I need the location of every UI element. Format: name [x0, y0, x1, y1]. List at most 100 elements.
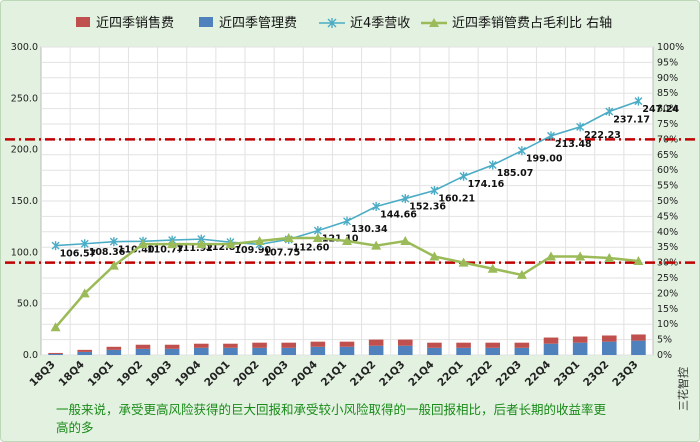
bar-sales-fee — [77, 349, 92, 352]
ratio-point — [167, 239, 178, 249]
left-axis-tick-label: 50.0 — [17, 299, 38, 310]
legend-label-management-fee: 近四季管理费 — [219, 16, 297, 31]
x-axis-tick-label: 22Q2 — [465, 359, 495, 389]
revenue-data-label: 110.77 — [147, 244, 184, 255]
ratio-point — [371, 240, 382, 250]
left-axis-tick-label: 0.0 — [23, 350, 38, 361]
right-axis-tick-label: 85% — [657, 88, 678, 99]
legend-swatch-management-fee — [199, 17, 213, 27]
legend-label-sales-fee: 近四季销售费 — [96, 15, 174, 31]
bar-sales-fee — [543, 337, 559, 344]
revenue-point — [430, 186, 439, 196]
revenue-point — [51, 241, 60, 251]
bar-management-fee — [602, 341, 617, 355]
right-axis-tick-label: 65% — [657, 150, 678, 161]
bar-management-fee — [485, 347, 500, 355]
bar-management-fee — [631, 340, 646, 355]
bar-sales-fee — [427, 342, 442, 348]
revenue-data-label: 130.34 — [351, 224, 388, 235]
bar-sales-fee — [48, 352, 63, 354]
bar-sales-fee — [223, 343, 238, 348]
revenue-point — [488, 160, 497, 170]
bar-sales-fee — [631, 334, 646, 341]
x-axis-tick-label: 20Q4 — [290, 359, 320, 389]
revenue-data-label: 199.00 — [526, 154, 563, 165]
revenue-data-label: 247.24 — [642, 104, 679, 115]
revenue-data-label: 108.36 — [89, 247, 126, 258]
revenue-point — [401, 194, 410, 204]
bar-sales-fee — [252, 342, 267, 348]
x-axis-tick-label: 19Q3 — [144, 359, 174, 389]
ratio-point — [138, 239, 148, 249]
ratio-point — [400, 236, 411, 246]
bar-sales-fee — [485, 342, 500, 348]
revenue-point — [80, 239, 89, 249]
revenue-point — [109, 237, 118, 247]
ratio-point — [458, 257, 469, 267]
x-axis-tick-label: 19Q1 — [86, 359, 116, 389]
revenue-data-label: 106.57 — [60, 249, 97, 260]
x-axis-tick-label: 21Q2 — [348, 359, 378, 389]
revenue-point — [343, 216, 351, 226]
bar-sales-fee — [194, 343, 209, 348]
x-axis-tick-label: 20Q2 — [231, 359, 261, 389]
right-axis-tick-label: 90% — [657, 73, 678, 84]
left-axis-tick-label: 300.0 — [11, 42, 38, 53]
x-axis-tick-label: 22Q3 — [494, 359, 524, 389]
ratio-point — [487, 263, 498, 273]
revenue-data-label: 112.60 — [293, 242, 330, 253]
bar-sales-fee — [398, 339, 413, 346]
revenue-data-label: 185.07 — [497, 168, 534, 179]
bar-sales-fee — [456, 342, 471, 348]
right-axis-tick-label: 5% — [657, 335, 672, 346]
bar-sales-fee — [339, 341, 355, 347]
bar-management-fee — [252, 347, 267, 355]
ratio-point — [429, 251, 440, 261]
bar-management-fee — [164, 348, 180, 355]
bar-sales-fee — [106, 346, 122, 350]
x-axis-tick-label: 23Q1 — [552, 359, 582, 389]
bar-management-fee — [339, 346, 355, 355]
right-axis-tick-label: 10% — [657, 319, 678, 330]
right-axis-tick-label: 100% — [657, 42, 684, 53]
ratio-point — [50, 322, 61, 332]
bar-sales-fee — [514, 342, 530, 348]
revenue-data-label: 213.48 — [555, 139, 592, 150]
x-axis-tick-label: 22Q1 — [435, 359, 465, 389]
x-axis-tick-label: 20Q1 — [202, 359, 232, 389]
bar-management-fee — [77, 351, 92, 355]
bar-management-fee — [106, 349, 122, 355]
bar-management-fee — [223, 347, 238, 355]
right-axis-tick-label: 55% — [657, 181, 678, 192]
revenue-point — [576, 122, 585, 132]
x-axis-tick-label: 18Q3 — [27, 359, 57, 389]
footnote: 一般来说，承受更高风险获得的巨大回报和承受较小风险取得的一般回报相比，后者长期的… — [56, 402, 607, 435]
right-axis-tick-label: 75% — [657, 119, 678, 130]
ratio-point — [516, 269, 527, 279]
bar-management-fee — [368, 345, 384, 355]
ratio-point — [79, 288, 90, 298]
legend-label-revenue: 近4季营收 — [350, 16, 410, 31]
x-axis-tick-label: 19Q2 — [115, 359, 145, 389]
bar-sales-fee — [572, 336, 588, 343]
revenue-data-label: 107.75 — [264, 247, 301, 258]
ratio-point — [342, 236, 352, 246]
bar-management-fee — [543, 343, 559, 355]
right-axis-tick-label: 50% — [657, 196, 678, 207]
legend-label-expense-ratio: 近四季销管费占毛利比 右轴 — [452, 16, 612, 31]
right-axis-tick-label: 35% — [657, 242, 678, 253]
x-axis-tick-label: 21Q4 — [406, 359, 436, 389]
right-axis-tick-label: 45% — [657, 211, 678, 222]
right-axis-tick-label: 25% — [657, 273, 678, 284]
right-axis-tick-label: 15% — [657, 304, 678, 315]
revenue-point — [517, 146, 526, 156]
right-axis-tick-label: 0% — [657, 350, 672, 361]
x-axis-tick-label: 23Q3 — [610, 359, 640, 389]
left-axis-tick-label: 200.0 — [11, 145, 38, 156]
legend-swatch-sales-fee — [76, 17, 90, 27]
bar-sales-fee — [164, 344, 180, 349]
bar-management-fee — [135, 348, 151, 355]
revenue-data-label: 160.21 — [438, 194, 475, 205]
revenue-point — [372, 201, 381, 211]
